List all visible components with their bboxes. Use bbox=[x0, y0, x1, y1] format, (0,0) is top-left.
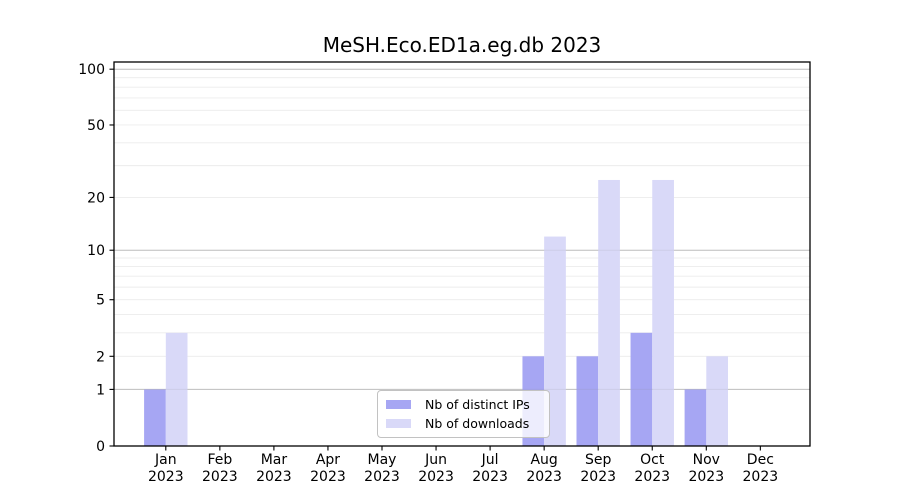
x-tick-label-year: 2023 bbox=[580, 469, 616, 485]
x-tick-label-year: 2023 bbox=[526, 469, 562, 485]
x-tick-label-year: 2023 bbox=[202, 469, 238, 485]
x-tick-label-month: Nov bbox=[693, 452, 720, 468]
bar-distinct-ips-sep bbox=[576, 356, 599, 446]
x-tick-label-month: Aug bbox=[530, 452, 557, 468]
y-tick-label: 5 bbox=[96, 293, 105, 309]
bar-downloads-nov bbox=[706, 356, 728, 446]
x-tick-label-month: Dec bbox=[747, 452, 774, 468]
y-tick-label: 10 bbox=[87, 243, 105, 259]
x-tick-label-year: 2023 bbox=[148, 469, 184, 485]
axes-spines bbox=[113, 61, 811, 447]
x-tick-label-month: May bbox=[368, 452, 397, 468]
x-tick-label-year: 2023 bbox=[364, 469, 400, 485]
legend-swatch-distinct-ips bbox=[386, 400, 411, 409]
y-tick-label: 0 bbox=[96, 439, 105, 455]
legend-swatch-downloads bbox=[386, 419, 411, 428]
y-tick-label: 2 bbox=[96, 349, 105, 365]
bar-downloads-jan bbox=[165, 332, 188, 446]
bar-distinct-ips-nov bbox=[684, 389, 707, 446]
x-tick-label-year: 2023 bbox=[310, 469, 346, 485]
x-tick-label-month: Jul bbox=[481, 452, 499, 468]
x-tick-label-month: Feb bbox=[207, 452, 232, 468]
x-tick-label-year: 2023 bbox=[472, 469, 508, 485]
x-tick-label-month: Apr bbox=[316, 452, 340, 468]
legend-item-distinct-ips: Nb of distinct IPs bbox=[386, 395, 541, 414]
legend-label-downloads: Nb of downloads bbox=[425, 416, 530, 431]
x-tick-label-month: Jun bbox=[424, 452, 447, 468]
bar-distinct-ips-oct bbox=[630, 332, 653, 446]
x-tick-label-year: 2023 bbox=[743, 469, 779, 485]
x-tick-label-month: Sep bbox=[585, 452, 612, 468]
x-tick-label-year: 2023 bbox=[688, 469, 724, 485]
legend-item-downloads: Nb of downloads bbox=[386, 414, 541, 433]
x-tick-label-year: 2023 bbox=[418, 469, 454, 485]
y-tick-label: 20 bbox=[87, 190, 105, 206]
x-tick-label-month: Jan bbox=[154, 452, 177, 468]
x-tick-label-year: 2023 bbox=[256, 469, 292, 485]
chart-title: MeSH.Eco.ED1a.eg.db 2023 bbox=[322, 33, 602, 57]
y-tick-label: 50 bbox=[87, 118, 105, 134]
y-tick-label: 100 bbox=[78, 62, 105, 78]
x-tick-label-month: Mar bbox=[261, 452, 288, 468]
legend: Nb of distinct IPs Nb of downloads bbox=[377, 390, 550, 438]
bar-downloads-sep bbox=[598, 179, 620, 446]
x-tick-label-month: Oct bbox=[640, 452, 665, 468]
bar-distinct-ips-jan bbox=[144, 389, 166, 446]
y-tick-label: 1 bbox=[96, 382, 105, 398]
legend-label-distinct-ips: Nb of distinct IPs bbox=[425, 397, 530, 412]
bar-downloads-oct bbox=[652, 179, 674, 446]
x-tick-label-year: 2023 bbox=[634, 469, 670, 485]
